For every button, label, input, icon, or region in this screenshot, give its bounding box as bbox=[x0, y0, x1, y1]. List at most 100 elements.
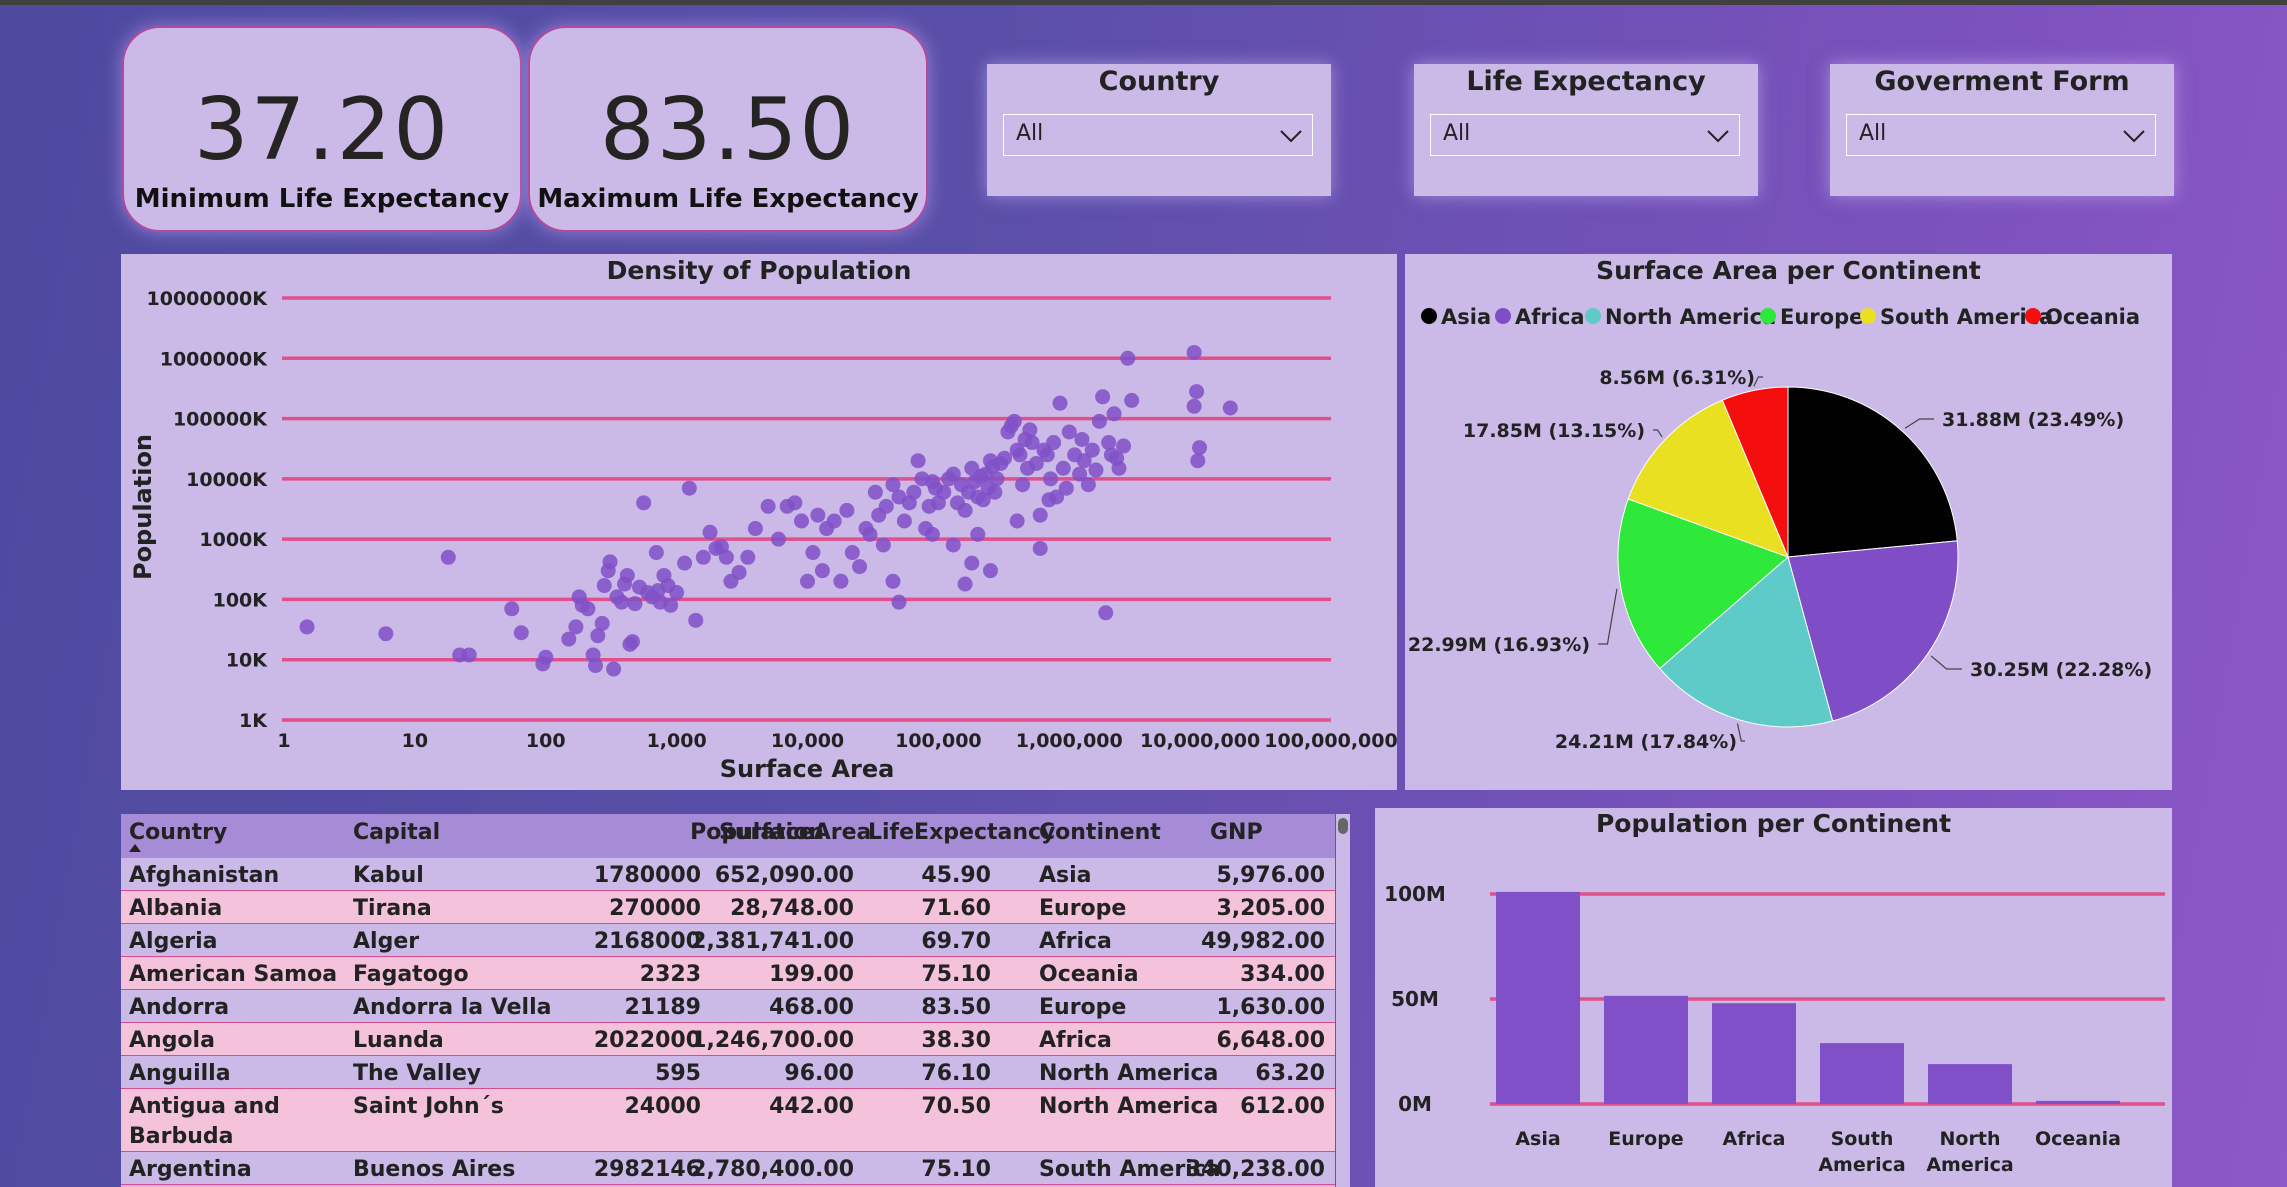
label-leader-line bbox=[1904, 418, 1934, 429]
legend-marker bbox=[1760, 308, 1776, 324]
legend-marker bbox=[1495, 308, 1511, 324]
pie-data-label: 31.88M (23.49%) bbox=[1942, 409, 2124, 431]
country-table[interactable]: Country Capital Population SurfaceArea L… bbox=[121, 814, 1335, 1187]
scatter-chart[interactable]: 1K 10K 100K 1000K 10000K 100000K 1000000K 10000… bbox=[121, 254, 1397, 790]
government-form-dropdown[interactable]: All bbox=[1846, 114, 2156, 156]
scatter-point bbox=[844, 545, 860, 561]
dropdown-value: All bbox=[1016, 121, 1044, 146]
legend-label: Africa bbox=[1515, 305, 1585, 329]
pie-data-label: 22.99M (16.93%) bbox=[1408, 634, 1590, 656]
scatter-point bbox=[702, 524, 718, 540]
table-row[interactable]: Argentina Buenos Aires 2982146 2,780,400.00… bbox=[121, 1152, 1335, 1185]
kpi-value: 37.20 bbox=[193, 80, 451, 180]
scatter-point bbox=[996, 450, 1012, 466]
table-cell-capital: Kabul bbox=[353, 863, 424, 888]
column-header-surface-area[interactable]: SurfaceArea bbox=[719, 820, 872, 845]
table-cell-gnp: 49,982.00 bbox=[1201, 929, 1325, 954]
x-tick-label: 10 bbox=[402, 730, 428, 752]
scatter-point bbox=[1032, 540, 1048, 556]
table-row[interactable]: Antigua and Saint John´s 24000 442.00 70.50 N… bbox=[121, 1089, 1335, 1152]
x-tick-label: 1 bbox=[277, 730, 290, 752]
column-header-capital[interactable]: Capital bbox=[353, 820, 441, 845]
table-cell-gnp: 6,648.00 bbox=[1216, 1028, 1325, 1053]
table-cell-population: 2168000 bbox=[593, 929, 701, 954]
column-header-life-expectancy[interactable]: LifeExpectancy bbox=[868, 820, 1056, 845]
country-dropdown[interactable]: All bbox=[1003, 114, 1313, 156]
scatter-point bbox=[538, 649, 554, 665]
table-row[interactable]: Angola Luanda 2022000 1,246,700.00 38.30 Afri… bbox=[121, 1023, 1335, 1056]
scatter-point bbox=[810, 507, 826, 523]
scatter-point bbox=[852, 559, 868, 575]
bar bbox=[1928, 1064, 2012, 1104]
table-cell-surfacearea: 1,246,700.00 bbox=[691, 1028, 854, 1053]
chevron-down-icon bbox=[2123, 130, 2145, 143]
scatter-point bbox=[957, 576, 973, 592]
scrollbar-thumb[interactable] bbox=[1338, 818, 1348, 834]
pie-data-label: 8.56M (6.31%) bbox=[1599, 367, 1755, 389]
scatter-point bbox=[945, 537, 961, 553]
table-row[interactable]: Andorra Andorra la Vella 21189 468.00 83.50 E… bbox=[121, 990, 1335, 1023]
life-expectancy-dropdown[interactable]: All bbox=[1430, 114, 1740, 156]
label-leader-line bbox=[1653, 429, 1663, 438]
sort-ascending-icon bbox=[129, 844, 141, 852]
column-header-continent[interactable]: Continent bbox=[1039, 820, 1161, 845]
chevron-down-icon bbox=[1707, 130, 1729, 143]
table-row[interactable]: Afghanistan Kabul 1780000 652,090.00 45.90 As… bbox=[121, 858, 1335, 891]
scatter-point bbox=[688, 612, 704, 628]
column-header-country[interactable]: Country bbox=[129, 820, 228, 845]
table-cell-gnp: 3,205.00 bbox=[1216, 896, 1325, 921]
scatter-point bbox=[1055, 460, 1071, 476]
scatter-point bbox=[1009, 513, 1025, 529]
table-cell-population: 1780000 bbox=[593, 863, 701, 888]
table-cell-population: 2323 bbox=[639, 962, 701, 987]
scatter-point bbox=[867, 484, 883, 500]
table-cell-capital: Saint John´s bbox=[353, 1094, 504, 1119]
scatter-chart-title: Density of Population bbox=[121, 256, 1397, 285]
table-cell-surfacearea: 652,090.00 bbox=[714, 863, 854, 888]
pie-chart[interactable]: Asia Africa North America Europe South Ameri… bbox=[1405, 254, 2172, 790]
scatter-point bbox=[695, 549, 711, 565]
table-row[interactable]: Algeria Alger 2168000 2,381,741.00 69.70 Afri… bbox=[121, 924, 1335, 957]
legend-label: Oceania bbox=[2045, 305, 2140, 329]
x-tick-label: North bbox=[1940, 1128, 2001, 1150]
column-header-population[interactable]: Population bbox=[690, 820, 824, 845]
table-scrollbar[interactable] bbox=[1336, 814, 1350, 1187]
kpi-label: Maximum Life Expectancy bbox=[537, 184, 919, 214]
scatter-point bbox=[378, 626, 394, 642]
scatter-point bbox=[906, 484, 922, 500]
table-cell-country: Albania bbox=[129, 896, 223, 921]
legend-item: North America bbox=[1585, 305, 1776, 329]
table-row[interactable]: Albania Tirana 270000 28,748.00 71.60 Europe 3… bbox=[121, 891, 1335, 924]
label-leader-line bbox=[1930, 655, 1962, 670]
x-tick-label: Asia bbox=[1515, 1128, 1560, 1150]
legend-item: Africa bbox=[1495, 305, 1585, 329]
scatter-point bbox=[1015, 477, 1031, 493]
scatter-point bbox=[1022, 422, 1038, 438]
x-tick-label: 100,000 bbox=[895, 730, 982, 752]
scatter-point bbox=[731, 564, 747, 580]
scatter-point bbox=[1080, 477, 1096, 493]
table-cell-continent: Africa bbox=[1039, 1028, 1112, 1053]
column-header-gnp[interactable]: GNP bbox=[1210, 820, 1263, 845]
x-axis-label: Surface Area bbox=[720, 755, 895, 783]
table-row[interactable]: American Samoa Fagatogo 2323 199.00 75.10 Oce… bbox=[121, 957, 1335, 990]
kpi-label: Minimum Life Expectancy bbox=[134, 184, 510, 214]
scatter-point bbox=[1120, 350, 1136, 366]
table-row[interactable]: Anguilla The Valley 595 96.00 76.10 North Ame… bbox=[121, 1056, 1335, 1089]
chart-title-text: Density of Population bbox=[606, 256, 912, 285]
table-cell-lifeexpectancy: 70.50 bbox=[921, 1094, 991, 1119]
label-leader-line bbox=[1598, 588, 1618, 645]
bar-chart[interactable]: 100M 50M 0M Asia Europe Africa South America Nor… bbox=[1375, 808, 2172, 1187]
scatter-point bbox=[1032, 507, 1048, 523]
table-cell-gnp: 334.00 bbox=[1240, 962, 1325, 987]
table-cell-capital: Buenos Aires bbox=[353, 1157, 516, 1182]
table-cell-lifeexpectancy: 38.30 bbox=[921, 1028, 991, 1053]
slicer-title: Life Expectancy bbox=[1466, 66, 1706, 97]
scatter-point bbox=[594, 615, 610, 631]
x-tick-label: America bbox=[1926, 1154, 2013, 1176]
table-cell-surfacearea: 28,748.00 bbox=[730, 896, 854, 921]
table-cell-population: 270000 bbox=[609, 896, 701, 921]
table-cell-lifeexpectancy: 75.10 bbox=[921, 962, 991, 987]
table-cell-country: Antigua and bbox=[129, 1094, 280, 1119]
scatter-point bbox=[970, 526, 986, 542]
